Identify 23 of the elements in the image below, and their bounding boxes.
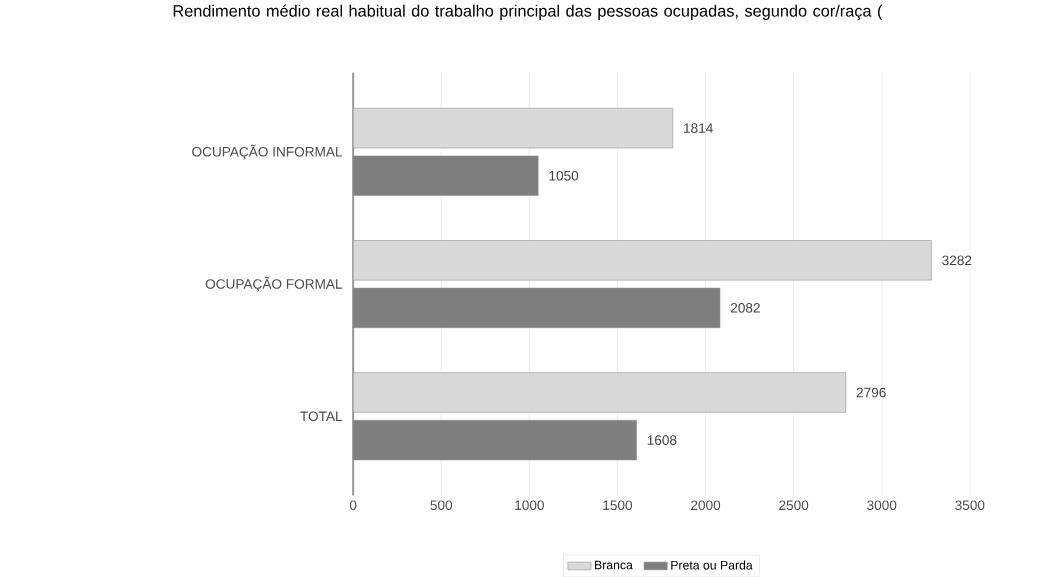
data-label: 1608 [647,435,677,445]
data-label: 3282 [942,255,972,266]
data-label: 2082 [730,303,760,313]
x-tick-label: 3000 [867,500,897,510]
x-tick-label: 2000 [691,500,721,510]
x-tick-label: 500 [430,500,453,510]
data-label: 1050 [549,170,579,181]
chart-title: Rendimento médio real habitual do trabalho principal das pessoas ocupadas, segundo cor/raça ( [173,4,883,20]
data-label: 1814 [684,123,713,133]
x-tick-label: 2500 [779,500,809,510]
legend-label: Branca [595,560,633,570]
data-label: 2796 [856,387,886,398]
x-tick-label: 1000 [515,500,544,510]
x-tick-label: 1500 [603,500,633,510]
y-tick-label: OCUPAÇÃO INFORMAL [192,144,343,160]
bar [352,287,721,328]
y-tick-label: TOTAL [300,411,343,422]
x-tick-label: 0 [349,500,357,510]
x-tick-label: 3500 [955,500,985,510]
bar [352,419,637,461]
bar [352,155,539,196]
legend-label: Preta ou Parda [671,560,753,570]
y-tick-label: OCUPAÇÃO FORMAL [205,276,343,292]
